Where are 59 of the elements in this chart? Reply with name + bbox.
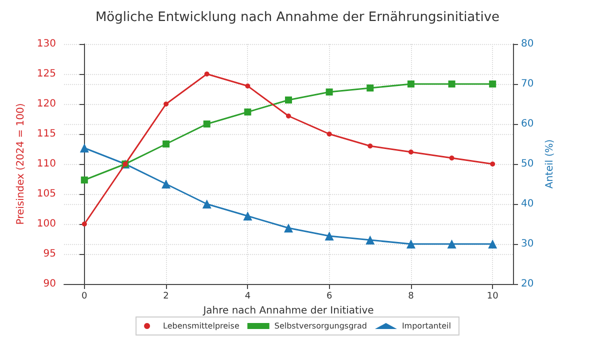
point — [490, 162, 496, 166]
point — [202, 200, 212, 208]
point — [324, 232, 334, 240]
point — [488, 240, 498, 248]
y2-tick-label: 50 — [521, 158, 534, 170]
y-tick-label: 115 — [36, 128, 56, 140]
point — [82, 222, 87, 226]
y2-tick-label: 60 — [521, 118, 534, 130]
x-tick-label: 6 — [326, 292, 332, 302]
point — [80, 176, 88, 184]
point — [447, 240, 456, 248]
point — [449, 156, 454, 160]
x-tick-label: 10 — [486, 292, 499, 302]
point — [448, 80, 456, 88]
point — [286, 114, 291, 118]
legend-label: Importanteil — [402, 322, 451, 330]
y-tick-label: 95 — [43, 248, 56, 260]
point — [366, 84, 374, 92]
y-axis-title: Preisindex (2024 = 100) — [16, 103, 27, 225]
point — [243, 212, 252, 220]
legend-label: Selbstversorgungsgrad — [274, 322, 367, 330]
point — [366, 236, 375, 244]
y2-tick-label: 70 — [521, 78, 534, 90]
y-tick-label: 110 — [36, 158, 56, 170]
x-tick-label: 2 — [163, 292, 169, 302]
point — [408, 150, 414, 154]
point — [162, 180, 171, 188]
point — [326, 132, 332, 136]
y-tick-label: 90 — [43, 278, 56, 290]
legend-label: Lebensmittelpreise — [163, 322, 240, 330]
point — [368, 144, 373, 148]
point — [285, 96, 292, 104]
point — [326, 88, 333, 96]
y-tick-label: 100 — [36, 218, 56, 230]
point — [489, 80, 496, 88]
x-tick-label: 0 — [82, 292, 88, 302]
y-tick-label: 130 — [36, 38, 56, 50]
y2-axis-title: Anteil (%) — [544, 139, 556, 189]
point — [407, 80, 414, 88]
point — [162, 140, 170, 148]
x-tick-label: 4 — [244, 292, 251, 302]
point — [284, 224, 293, 232]
y2-tick-label: 80 — [521, 38, 534, 50]
y-tick-label: 125 — [36, 68, 56, 80]
point — [406, 240, 416, 248]
point — [80, 144, 89, 152]
y2-tick-label: 40 — [521, 198, 534, 210]
point — [245, 84, 250, 88]
chart-title: Mögliche Entwicklung nach Annahme der Ernährungsinitiative — [95, 10, 500, 25]
y-tick-label: 120 — [36, 98, 56, 110]
point — [203, 120, 210, 128]
y2-tick-label: 30 — [521, 238, 534, 250]
x-tick-label: 8 — [408, 292, 414, 302]
y2-tick-label: 20 — [521, 278, 534, 290]
point — [244, 108, 252, 116]
x-axis-title: Jahre nach Annahme der Initiative — [202, 305, 374, 316]
point — [164, 102, 169, 106]
point — [204, 72, 210, 76]
y-tick-label: 105 — [36, 188, 56, 200]
